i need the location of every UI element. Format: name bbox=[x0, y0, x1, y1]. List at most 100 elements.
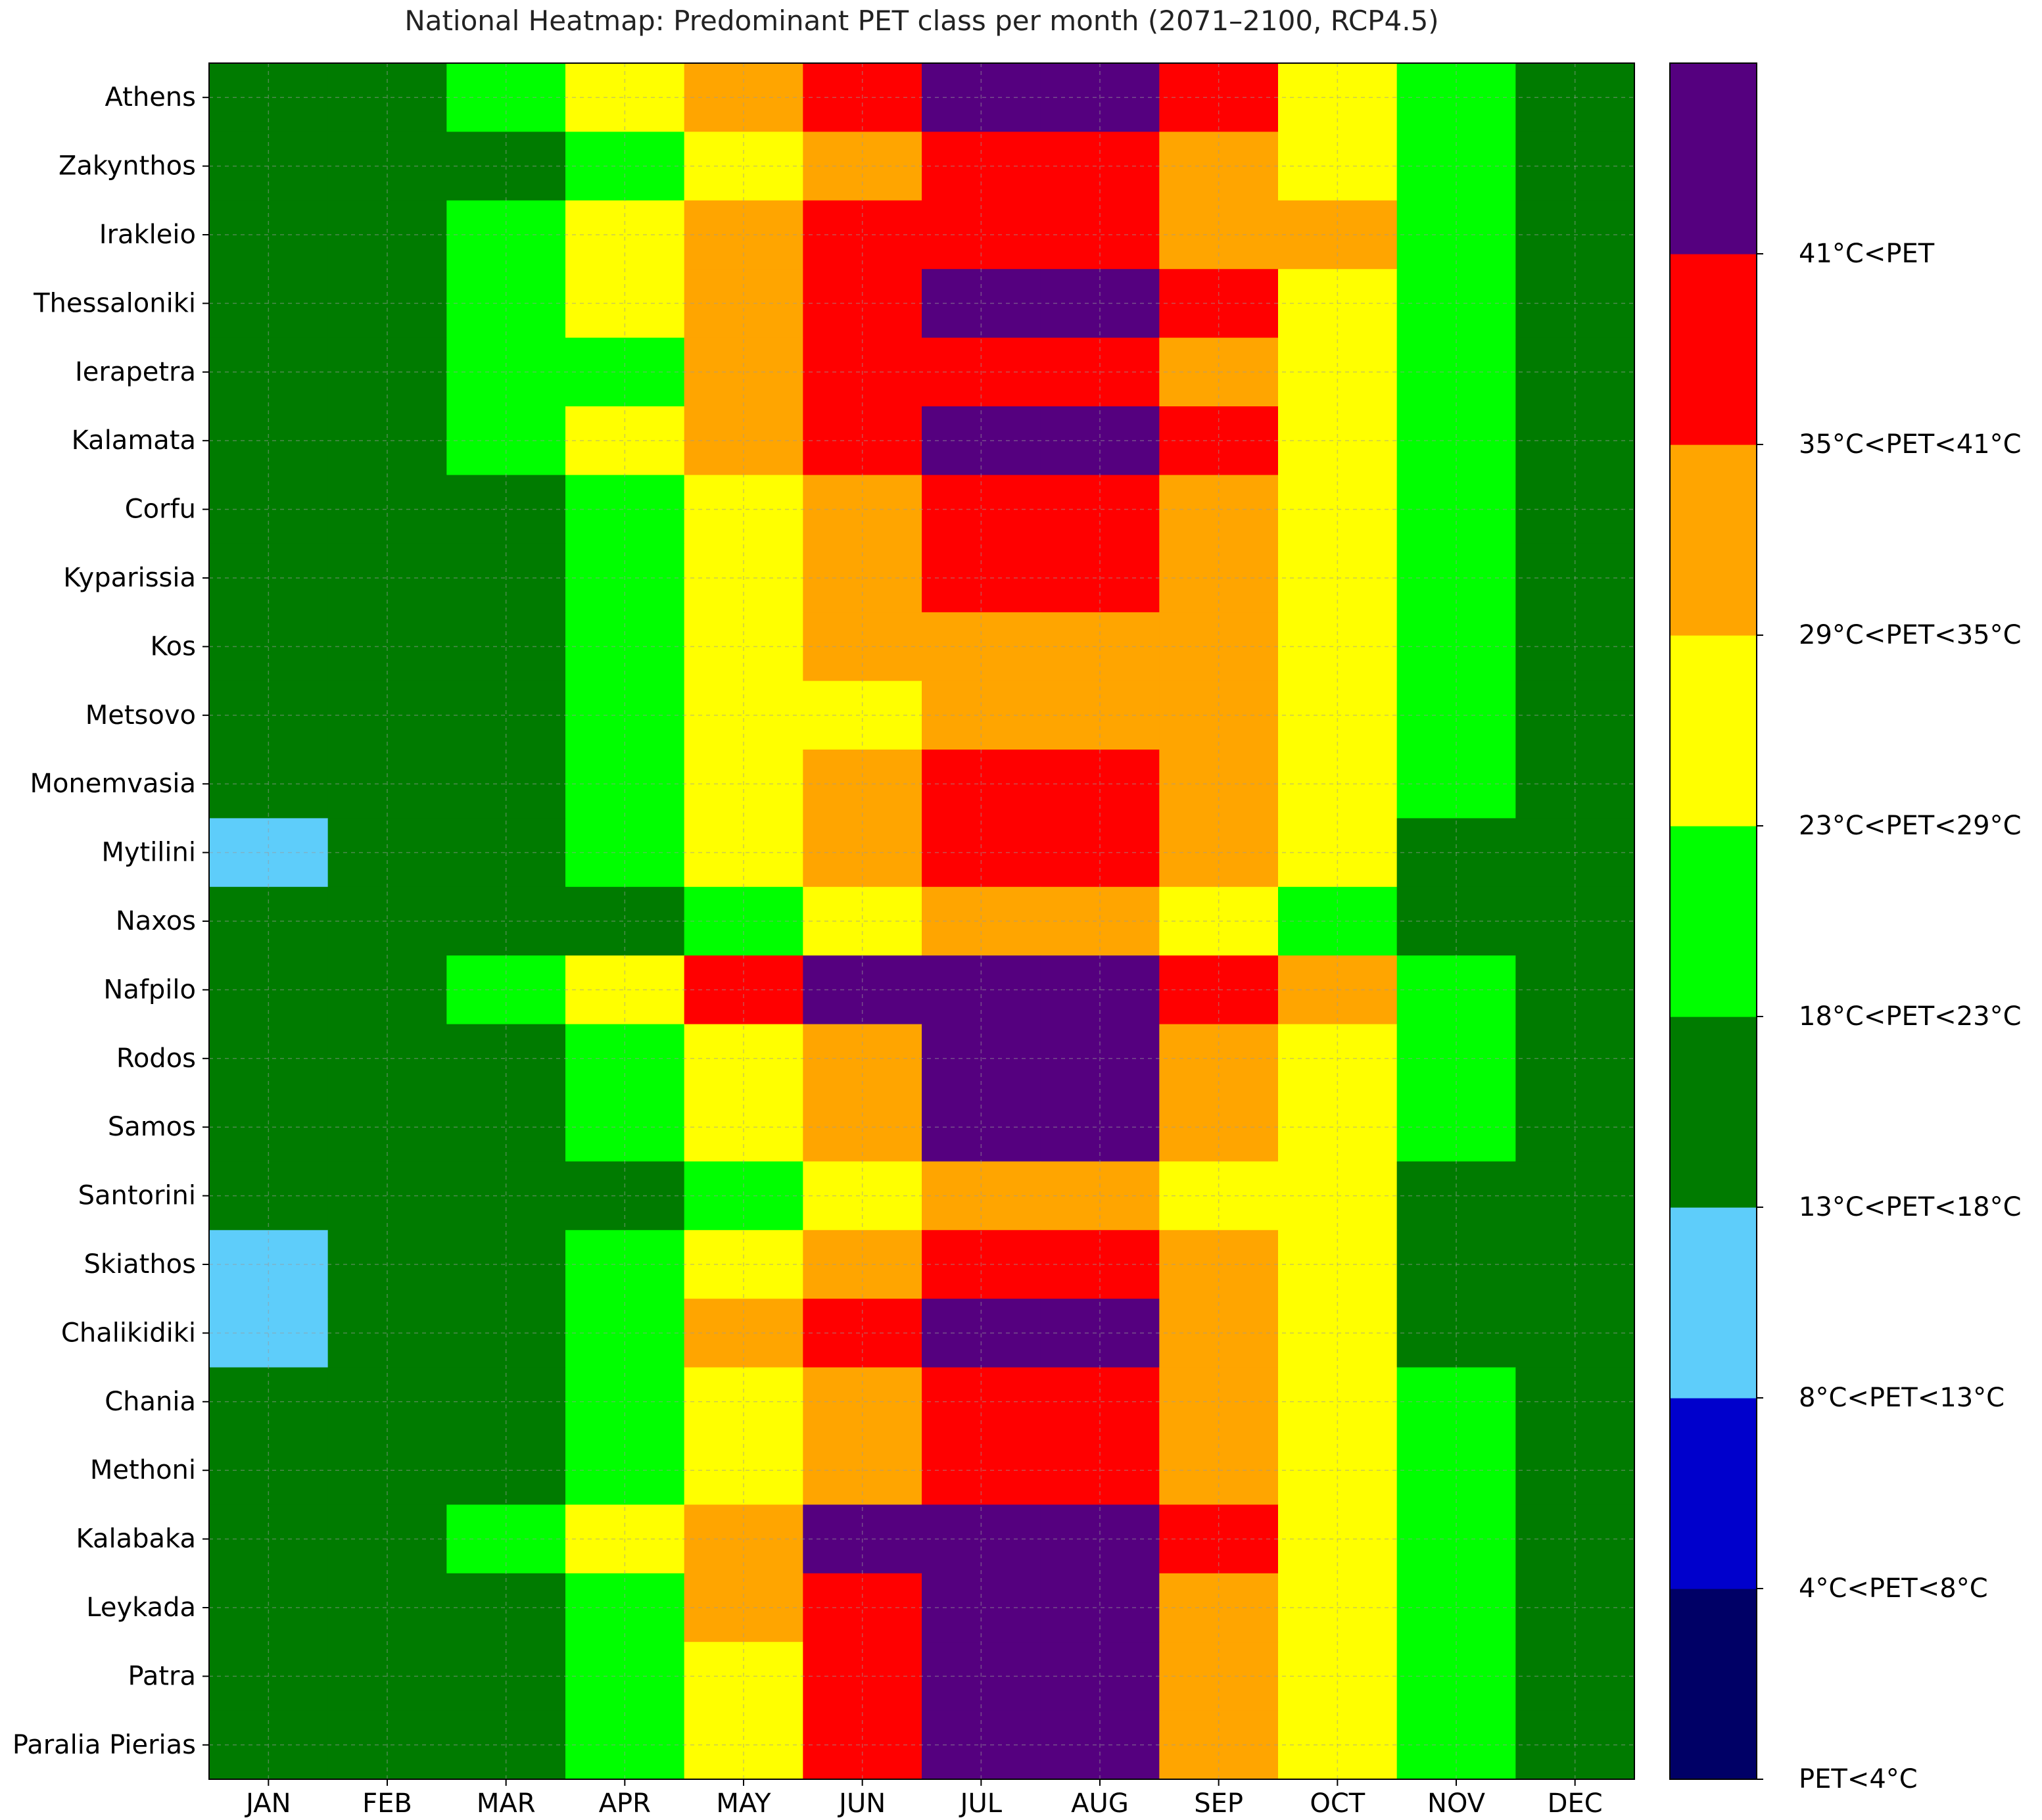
heatmap-cell bbox=[684, 1093, 803, 1162]
heatmap-cell bbox=[803, 1573, 922, 1642]
colorbar-label: 29°C<PET<35°C bbox=[1799, 620, 2022, 650]
heatmap-cell bbox=[1040, 406, 1160, 475]
heatmap-cell bbox=[209, 1367, 329, 1437]
y-tick-label: Athens bbox=[105, 82, 197, 112]
heatmap-cell bbox=[327, 681, 447, 750]
y-tick-label: Skiathos bbox=[83, 1249, 196, 1280]
y-tick-label: Chalikidiki bbox=[61, 1318, 196, 1348]
y-tick-label: Corfu bbox=[125, 494, 196, 525]
heatmap-cell bbox=[565, 886, 685, 956]
heatmap-cell bbox=[684, 886, 803, 956]
x-tick-label: SEP bbox=[1194, 1788, 1243, 1819]
y-tick-label: Rodos bbox=[116, 1043, 196, 1074]
heatmap-cell bbox=[565, 200, 685, 270]
y-tick-label: Kalamata bbox=[72, 425, 196, 456]
heatmap-gridlines bbox=[209, 63, 1634, 1779]
colorbar-segment bbox=[1670, 444, 1757, 636]
x-tick-label: DEC bbox=[1548, 1788, 1603, 1819]
heatmap-cell bbox=[209, 1573, 329, 1642]
heatmap-cell bbox=[446, 1367, 566, 1437]
heatmap-cell bbox=[1040, 200, 1160, 270]
heatmap-cell bbox=[684, 1573, 803, 1642]
heatmap-cell bbox=[565, 681, 685, 750]
heatmap-cell bbox=[446, 886, 566, 956]
y-tick-label: Patra bbox=[128, 1661, 196, 1691]
colorbar-label: 8°C<PET<13°C bbox=[1799, 1383, 2005, 1413]
y-tick-label: Naxos bbox=[116, 906, 196, 936]
x-tick-label: JAN bbox=[244, 1788, 291, 1819]
heatmap-cell bbox=[803, 406, 922, 475]
x-tick-label: MAR bbox=[477, 1788, 536, 1819]
x-tick-label: APR bbox=[599, 1788, 651, 1819]
heatmap-cell bbox=[209, 681, 329, 750]
heatmap-cell bbox=[327, 1573, 447, 1642]
heatmap-cell bbox=[1040, 1573, 1160, 1642]
colorbar-segment bbox=[1670, 1398, 1757, 1589]
y-tick-labels: Athens Zakynthos Irakleio Thessaloniki Ierap… bbox=[12, 82, 209, 1760]
heatmap-cell bbox=[803, 1093, 922, 1162]
chart-title: National Heatmap: Predominant PET class … bbox=[404, 5, 1438, 37]
heatmap-cell bbox=[446, 406, 566, 475]
y-tick-label: Nafpilo bbox=[103, 974, 196, 1005]
heatmap-cell bbox=[1040, 1367, 1160, 1437]
colorbar-segment bbox=[1670, 1589, 1757, 1780]
colorbar-label: 13°C<PET<18°C bbox=[1799, 1192, 2022, 1222]
heatmap-cell bbox=[922, 406, 1041, 475]
y-tick-label: Thessaloniki bbox=[33, 288, 196, 318]
heatmap-cell bbox=[209, 1093, 329, 1162]
heatmap-cell bbox=[327, 200, 447, 270]
y-tick-label: Methoni bbox=[90, 1455, 196, 1485]
y-tick-label: Santorini bbox=[78, 1181, 196, 1211]
heatmap-cell bbox=[684, 681, 803, 750]
y-tick-label: Mytilini bbox=[101, 838, 196, 868]
heatmap-cell bbox=[1040, 1093, 1160, 1162]
x-tick-label: JUN bbox=[837, 1788, 886, 1819]
plot-frame bbox=[208, 62, 1635, 1780]
x-tick-label: OCT bbox=[1310, 1788, 1365, 1819]
heatmap-cell bbox=[684, 406, 803, 475]
colorbar-frame bbox=[1669, 62, 1757, 1780]
colorbar-labels: PET<4°C 4°C<PET<8°C 8°C<PET<13°C 13°C<PET<1… bbox=[1757, 239, 2022, 1794]
heatmap-cell bbox=[684, 1367, 803, 1437]
heatmap-cell bbox=[922, 1093, 1041, 1162]
heatmap-cell bbox=[446, 1093, 566, 1162]
heatmap-cell bbox=[446, 681, 566, 750]
heatmap-cell bbox=[922, 681, 1041, 750]
colorbar-label: 41°C<PET bbox=[1799, 239, 1935, 269]
colorbar-segment bbox=[1670, 826, 1757, 1017]
y-tick-label: Monemvasia bbox=[30, 769, 196, 799]
heatmap-cell bbox=[565, 406, 685, 475]
heatmap-cell bbox=[565, 1367, 685, 1437]
y-tick-label: Paralia Pierias bbox=[12, 1730, 196, 1760]
colorbar-segment bbox=[1670, 1017, 1757, 1208]
x-tick-label: MAY bbox=[716, 1788, 771, 1819]
heatmap-cell bbox=[922, 1573, 1041, 1642]
x-tick-label: JUL bbox=[959, 1788, 1003, 1819]
heatmap-cell bbox=[446, 200, 566, 270]
y-tick-label: Kos bbox=[150, 631, 196, 661]
colorbar-label: PET<4°C bbox=[1799, 1764, 1918, 1794]
heatmap-cell bbox=[209, 200, 329, 270]
heatmap-cell bbox=[803, 200, 922, 270]
y-tick-label: Samos bbox=[108, 1112, 196, 1142]
colorbar-segment bbox=[1670, 63, 1757, 254]
heatmap-cell bbox=[922, 886, 1041, 956]
colorbar-label: 23°C<PET<29°C bbox=[1799, 811, 2022, 841]
heatmap-cell bbox=[327, 1093, 447, 1162]
x-tick-labels: JAN FEB MAR APR MAY JUN JUL AUG SEP OCT NOV DEC bbox=[244, 1779, 1603, 1819]
heatmap-cell bbox=[565, 1093, 685, 1162]
heatmap-cell bbox=[446, 1573, 566, 1642]
heatmap-cell bbox=[803, 886, 922, 956]
colorbar bbox=[1669, 62, 1757, 1780]
heatmap-cell bbox=[922, 200, 1041, 270]
y-tick-label: Irakleio bbox=[99, 220, 196, 250]
heatmap-cell bbox=[209, 406, 329, 475]
y-tick-label: Metsovo bbox=[85, 700, 196, 730]
colorbar-segment bbox=[1670, 1207, 1757, 1399]
y-tick-label: Kalabaka bbox=[76, 1524, 196, 1554]
y-tick-label: Zakynthos bbox=[59, 151, 196, 181]
y-tick-label: Leykada bbox=[86, 1592, 196, 1623]
heatmap-cell bbox=[565, 1573, 685, 1642]
colorbar-label: 4°C<PET<8°C bbox=[1799, 1573, 1988, 1604]
